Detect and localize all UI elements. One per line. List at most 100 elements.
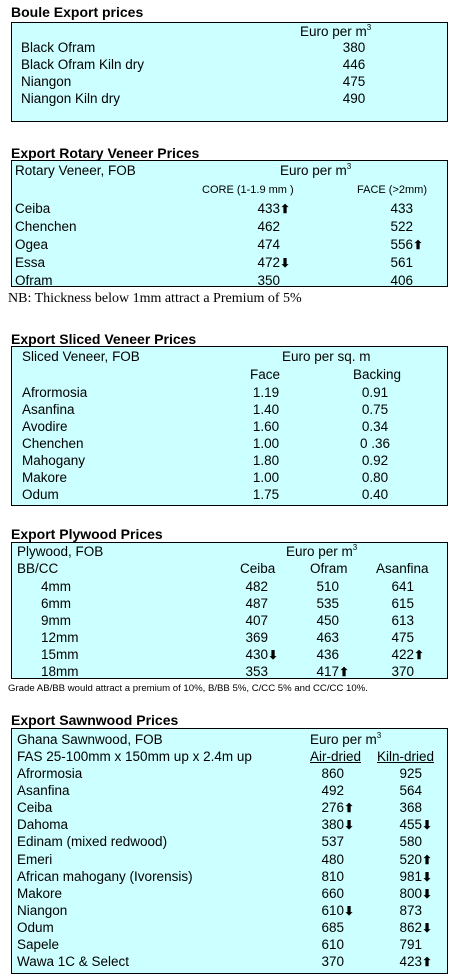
sliced-row-face: 1.40 [252, 402, 280, 417]
plywood-title: Export Plywood Prices [11, 526, 163, 542]
sawn-air-cell-value: 810 [321, 868, 344, 884]
sliced-row-backing: 0 .36 [359, 436, 391, 451]
sliced-unit: Euro per sq. m [282, 349, 371, 364]
sliced-row-face: 1.80 [252, 453, 280, 468]
plywood-cell-value: 615 [391, 596, 414, 611]
rotary-unit: Euro per m3 [280, 161, 352, 178]
arrow-down-icon: ⬇ [280, 256, 291, 270]
rotary-core-cell-value: 350 [257, 273, 280, 288]
sawn-air-cell-value: 537 [321, 834, 344, 850]
plywood-col-ofram: Ofram [310, 561, 348, 576]
sawn-kiln-cell-value: 873 [399, 902, 422, 918]
rotary-row-name: Essa [15, 255, 46, 270]
boule-row-name: Black Ofram Kiln dry [21, 57, 145, 72]
plywood-cell: 482 [222, 579, 278, 595]
sawn-kiln-cell-value: 455 [399, 817, 422, 833]
sawn-air-cell: 480 [290, 852, 354, 868]
boule-unit: Euro per m3 [300, 22, 372, 39]
rotary-face-cell-value: 561 [390, 255, 413, 270]
sawn-air-cell-value: 610 [321, 937, 344, 952]
boule-row-value: 446 [342, 57, 366, 72]
boule-table: Euro per m3 Black Ofram 380 Black Ofram Ki… [11, 22, 448, 122]
plywood-cell-value: 641 [391, 579, 414, 594]
rotary-face-cell: 522 [363, 219, 423, 235]
arrow-down-icon: ⬇ [344, 818, 355, 833]
sawn-air-cell-value: 370 [321, 954, 344, 970]
sawn-air-cell: 660 [290, 886, 354, 902]
sliced-col-backing: Backing [353, 367, 402, 382]
sawn-air-cell: 610⬇ [290, 903, 354, 919]
plywood-cell: 641 [368, 579, 424, 595]
arrow-down-icon: ⬇ [422, 920, 433, 935]
sawn-row-name: Makore [17, 885, 63, 901]
sawn-kiln-cell: 580 [364, 834, 432, 850]
sawn-air-cell-value: 660 [321, 885, 344, 901]
sliced-row-backing: 0.91 [361, 385, 389, 400]
rotary-row-name: Ofram [15, 273, 53, 288]
sawn-kiln-cell: 925 [364, 766, 432, 782]
rotary-core-cell-value: 474 [257, 237, 280, 252]
sawn-kiln-cell-value: 800 [399, 885, 422, 901]
plywood-cell: 407 [222, 613, 278, 629]
boule-row-value: 380 [342, 40, 366, 55]
sliced-row-backing: 0.40 [361, 487, 389, 502]
sliced-row-face: 1.00 [252, 470, 280, 485]
sliced-row-backing: 0.92 [361, 453, 389, 468]
rotary-core-cell-value: 472 [257, 255, 280, 270]
arrow-up-icon: ⬆ [344, 801, 355, 816]
rotary-core-cell: 433⬆ [230, 201, 290, 217]
sawn-row-name: Odum [17, 919, 54, 935]
rotary-face-cell-value: 406 [390, 273, 413, 288]
rotary-core-cell-value: 462 [257, 219, 280, 234]
sawn-row-name: Emeri [17, 851, 53, 867]
rotary-row-name: Ogea [15, 237, 49, 252]
rotary-table: Rotary Veneer, FOB Euro per m3 CORE (1-1… [11, 160, 448, 288]
plywood-cell-value: 430 [245, 647, 268, 662]
sawn-air-cell: 685 [290, 920, 354, 936]
rotary-core-cell: 472⬇ [230, 255, 290, 271]
sawn-row-name: Ceiba [17, 800, 53, 816]
sawn-kiln-cell-value: 862 [399, 919, 422, 935]
sawn-kiln-cell: 981⬇ [364, 869, 432, 885]
boule-row-name: Niangon Kiln dry [21, 91, 121, 106]
sawn-kiln-cell: 800⬇ [364, 886, 432, 902]
plywood-cell-value: 422 [391, 647, 414, 662]
sliced-row-face: 1.75 [252, 487, 280, 502]
sawn-kiln-cell: 368 [364, 800, 432, 816]
sawn-kiln-cell: 423⬆ [364, 954, 432, 970]
rotary-face-cell: 561 [363, 255, 423, 271]
sawn-unit: Euro per m3 [310, 730, 382, 747]
sawn-kiln-cell: 791 [364, 937, 432, 953]
boule-row-name: Black Ofram [21, 40, 96, 55]
rotary-face-cell: 556⬆ [363, 237, 423, 253]
sawn-kiln-cell-value: 368 [399, 800, 422, 816]
sliced-row-name: Makore [22, 470, 68, 485]
rotary-face-cell-value: 556 [390, 237, 413, 252]
arrow-down-icon: ⬇ [344, 903, 355, 918]
plywood-cell-value: 463 [316, 630, 339, 645]
plywood-cell-value: 353 [245, 664, 268, 679]
sawn-air-cell-value: 380 [321, 817, 344, 833]
sliced-row-name: Asanfina [22, 402, 75, 417]
rotary-col-face: FACE (>2mm) [357, 184, 427, 196]
sawn-row-name: Afrormosia [17, 766, 83, 781]
plywood-cell: 535 [293, 596, 349, 612]
sawn-kiln-cell: 520⬆ [364, 852, 432, 868]
arrow-down-icon: ⬇ [268, 648, 279, 662]
arrow-up-icon: ⬆ [422, 852, 433, 867]
boule-title: Boule Export prices [11, 4, 144, 20]
rotary-row-name: Ceiba [15, 201, 51, 216]
plywood-cell: 463 [293, 630, 349, 646]
plywood-cell: 450 [293, 613, 349, 629]
sawn-kiln-cell-value: 520 [399, 851, 422, 867]
rotary-core-cell: 462 [230, 219, 290, 235]
plywood-cell: 370 [368, 664, 424, 680]
plywood-grade-label: BB/CC [17, 561, 59, 576]
plywood-unit: Euro per m3 [286, 542, 358, 559]
sawn-kiln-cell: 564 [364, 783, 432, 799]
sawn-air-cell-value: 860 [321, 766, 344, 781]
boule-row-name: Niangon [21, 74, 72, 89]
arrow-down-icon: ⬇ [422, 869, 433, 884]
sliced-row-face: 1.00 [252, 436, 280, 451]
plywood-cell: 487 [222, 596, 278, 612]
